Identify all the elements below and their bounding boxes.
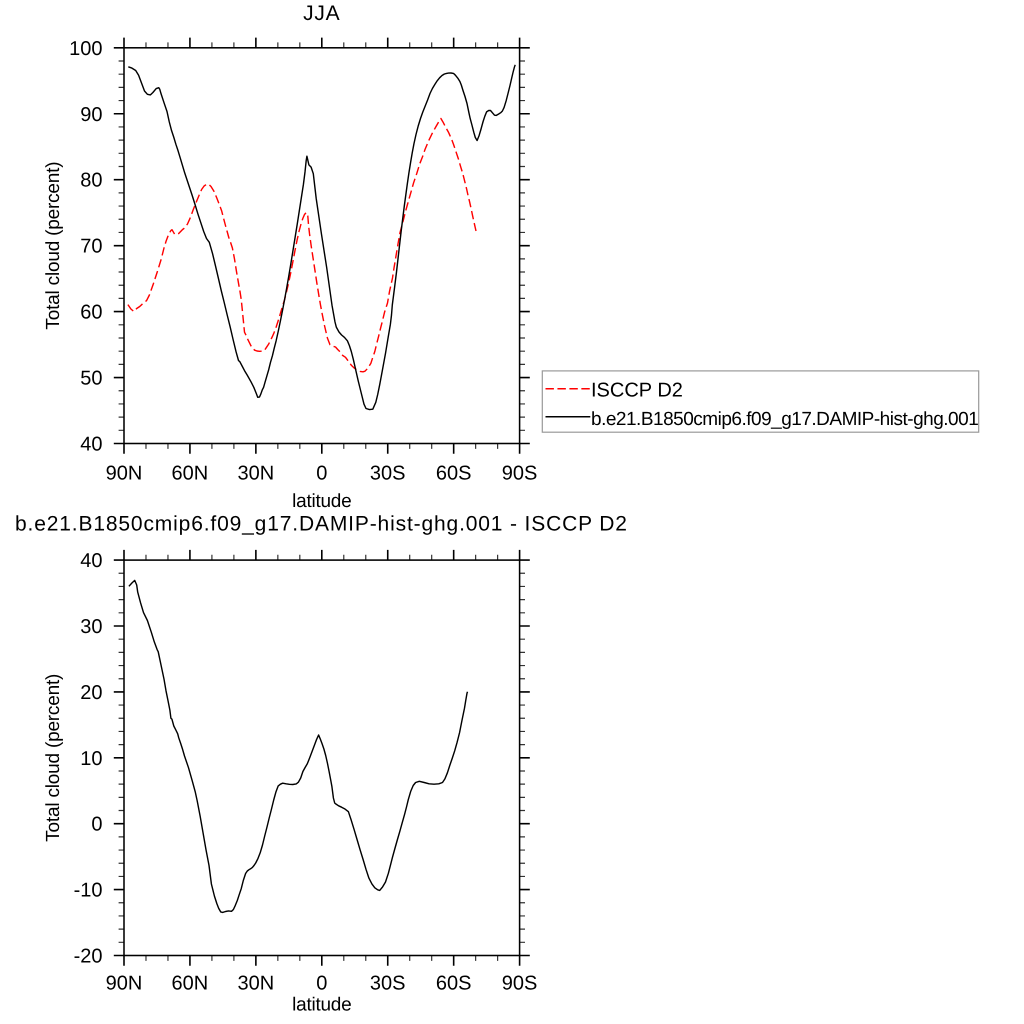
svg-text:0: 0: [316, 463, 327, 485]
svg-text:60S: 60S: [436, 463, 472, 485]
svg-text:60N: 60N: [172, 463, 209, 485]
svg-text:100: 100: [69, 38, 102, 60]
svg-text:90: 90: [80, 104, 102, 126]
svg-text:b.e21.B1850cmip6.f09_g17.DAMIP: b.e21.B1850cmip6.f09_g17.DAMIP-hist-ghg.…: [15, 513, 628, 536]
svg-text:90S: 90S: [502, 463, 538, 485]
svg-text:30: 30: [80, 616, 102, 638]
svg-text:30S: 30S: [370, 972, 406, 994]
svg-text:latitude: latitude: [292, 995, 351, 1016]
svg-text:10: 10: [80, 748, 102, 770]
svg-text:Total cloud (percent): Total cloud (percent): [43, 162, 64, 330]
svg-text:-20: -20: [74, 946, 103, 968]
svg-text:30S: 30S: [370, 463, 406, 485]
svg-text:60: 60: [80, 302, 102, 324]
svg-text:90N: 90N: [106, 463, 143, 485]
svg-text:50: 50: [80, 368, 102, 390]
svg-text:40: 40: [80, 550, 102, 572]
svg-text:70: 70: [80, 236, 102, 258]
svg-text:60N: 60N: [172, 972, 209, 994]
svg-text:30N: 30N: [238, 972, 275, 994]
svg-text:0: 0: [316, 972, 327, 994]
svg-text:20: 20: [80, 682, 102, 704]
svg-text:Total cloud (percent): Total cloud (percent): [43, 674, 64, 842]
svg-text:0: 0: [91, 814, 102, 836]
svg-text:30N: 30N: [238, 463, 275, 485]
svg-text:90S: 90S: [502, 972, 538, 994]
svg-text:80: 80: [80, 170, 102, 192]
svg-text:b.e21.B1850cmip6.f09_g17.DAMIP: b.e21.B1850cmip6.f09_g17.DAMIP-hist-ghg.…: [591, 409, 978, 430]
svg-text:JJA: JJA: [303, 2, 340, 25]
svg-text:latitude: latitude: [292, 491, 351, 512]
svg-text:40: 40: [80, 434, 102, 456]
svg-text:90N: 90N: [106, 972, 143, 994]
svg-text:ISCCP D2: ISCCP D2: [591, 379, 683, 401]
svg-text:-10: -10: [74, 880, 103, 902]
svg-text:60S: 60S: [436, 972, 472, 994]
